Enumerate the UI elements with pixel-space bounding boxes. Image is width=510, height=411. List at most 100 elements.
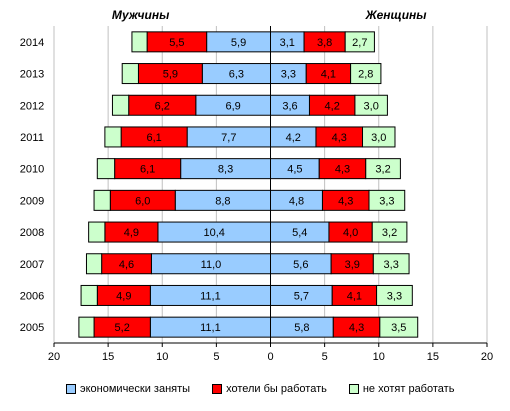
- data-label-women-dontwant: 3,3: [379, 195, 394, 207]
- data-label-men-employed: 10,4: [203, 227, 224, 239]
- x-tick-label: 0: [267, 351, 273, 363]
- legend-item-employed: экономически заняты: [66, 383, 190, 395]
- y-tick-label: 2006: [20, 290, 44, 302]
- y-tick-label: 2008: [20, 227, 44, 239]
- left-header-men: Мужчины: [112, 8, 170, 22]
- y-tick-label: 2013: [20, 69, 44, 81]
- data-label-men-employed: 7,7: [221, 132, 236, 144]
- data-label-men-want: 6,2: [155, 100, 170, 112]
- bar-men-dontwant: [88, 221, 106, 243]
- data-label-men-employed: 11,0: [201, 259, 222, 271]
- data-label-women-employed: 4,8: [289, 195, 304, 207]
- data-label-men-want: 6,1: [146, 132, 161, 144]
- data-label-women-dontwant: 3,2: [375, 164, 390, 176]
- y-tick-label: 2009: [20, 195, 44, 207]
- data-label-women-employed: 4,2: [286, 132, 301, 144]
- data-label-women-employed: 3,6: [282, 100, 297, 112]
- bar-men-dontwant: [93, 189, 111, 211]
- x-tick-label: 20: [481, 351, 493, 363]
- bar-women-dontwant: [354, 94, 388, 116]
- data-label-women-want: 4,2: [325, 100, 340, 112]
- data-label-women-want: 4,3: [332, 132, 347, 144]
- data-label-women-dontwant: 2,7: [352, 37, 367, 49]
- data-label-women-dontwant: 3,3: [387, 290, 402, 302]
- y-tick-label: 2005: [20, 322, 44, 334]
- data-label-women-employed: 5,7: [294, 290, 309, 302]
- bar-women-dontwant: [371, 221, 408, 243]
- data-label-women-want: 4,1: [321, 69, 336, 81]
- legend-label-want: хотели бы работать: [226, 383, 327, 395]
- data-label-women-want: 4,0: [343, 227, 358, 239]
- legend-item-want: хотели бы работать: [212, 383, 327, 395]
- legend: экономически заняты хотели бы работать н…: [66, 382, 454, 396]
- x-tick-label: 15: [427, 351, 439, 363]
- y-tick-label: 2007: [20, 259, 44, 271]
- data-label-women-employed: 5,8: [294, 322, 309, 334]
- data-label-men-want: 6,1: [140, 164, 155, 176]
- data-label-men-want: 6,0: [135, 195, 150, 207]
- bar-women-dontwant: [372, 253, 410, 275]
- data-label-women-dontwant: 2,8: [358, 69, 373, 81]
- x-tick-label: 15: [102, 351, 114, 363]
- bar-men-dontwant: [104, 126, 122, 148]
- x-tick-label: 20: [48, 351, 60, 363]
- legend-label-employed: экономически заняты: [80, 383, 191, 395]
- data-label-women-dontwant: 3,2: [382, 227, 397, 239]
- data-label-men-employed: 8,8: [215, 195, 230, 207]
- bar-men-dontwant: [78, 316, 95, 338]
- data-label-women-employed: 3,1: [280, 37, 295, 49]
- data-label-women-want: 4,1: [347, 290, 362, 302]
- data-label-women-employed: 5,4: [292, 227, 307, 239]
- bar-men-dontwant: [85, 253, 103, 275]
- data-label-women-want: 4,3: [338, 195, 353, 207]
- bar-women-dontwant: [379, 316, 419, 338]
- bar-men-dontwant: [96, 158, 116, 180]
- legend-label-dontwant: не хотят работать: [362, 383, 455, 395]
- data-label-men-employed: 8,3: [218, 164, 233, 176]
- legend-item-dontwant: не хотят работать: [348, 383, 455, 395]
- data-label-men-want: 4,6: [119, 259, 134, 271]
- data-label-men-employed: 11,1: [200, 290, 221, 302]
- bar-women-dontwant: [365, 158, 401, 180]
- y-tick-label: 2012: [20, 100, 44, 112]
- bar-women-dontwant: [368, 189, 406, 211]
- y-tick-label: 2011: [20, 132, 44, 144]
- bar-men-dontwant: [121, 63, 139, 85]
- data-label-women-dontwant: 3,3: [384, 259, 399, 271]
- x-tick-label: 10: [156, 351, 168, 363]
- data-label-men-employed: 6,3: [229, 69, 244, 81]
- bar-men-dontwant: [131, 31, 148, 53]
- bar-women-dontwant: [350, 63, 382, 85]
- bar-women-dontwant: [344, 31, 375, 53]
- data-label-women-want: 3,9: [345, 259, 360, 271]
- legend-swatch-want: [212, 384, 223, 394]
- bar-women-dontwant: [362, 126, 396, 148]
- bar-men-dontwant: [80, 284, 98, 306]
- data-label-men-employed: 11,1: [200, 322, 221, 334]
- data-label-men-want: 5,2: [115, 322, 130, 334]
- data-label-men-want: 4,9: [116, 290, 131, 302]
- y-tick-label: 2014: [20, 37, 44, 49]
- legend-swatch-employed: [66, 384, 76, 394]
- bar-men-dontwant: [111, 94, 130, 116]
- legend-swatch-dontwant: [348, 384, 359, 394]
- data-label-women-dontwant: 3,0: [371, 132, 386, 144]
- x-tick-label: 5: [213, 351, 219, 363]
- x-tick-label: 10: [373, 351, 385, 363]
- data-label-women-want: 4,3: [349, 322, 364, 334]
- data-label-men-want: 5,9: [163, 69, 178, 81]
- y-tick-label: 2010: [20, 164, 44, 176]
- data-label-women-dontwant: 3,5: [391, 322, 406, 334]
- data-label-women-dontwant: 3,0: [364, 100, 379, 112]
- data-label-men-want: 5,5: [169, 37, 184, 49]
- data-label-men-employed: 6,9: [226, 100, 241, 112]
- data-label-men-want: 4,9: [124, 227, 139, 239]
- data-label-women-employed: 5,6: [293, 259, 308, 271]
- right-header-women: Женщины: [365, 8, 428, 22]
- data-label-men-employed: 5,9: [231, 37, 246, 49]
- x-tick-label: 5: [322, 351, 328, 363]
- data-label-women-want: 4,3: [335, 164, 350, 176]
- data-label-women-employed: 4,5: [287, 164, 302, 176]
